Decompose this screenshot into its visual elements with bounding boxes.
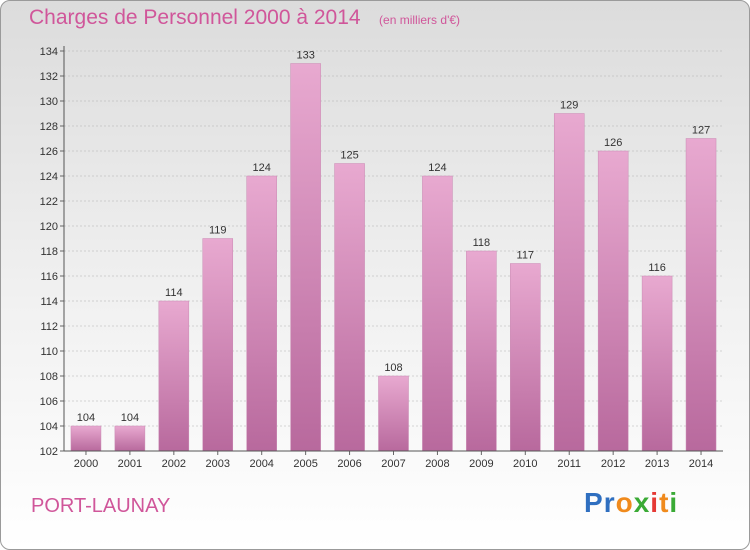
y-tick-label: 130: [40, 96, 58, 108]
y-tick-label: 126: [40, 146, 58, 158]
bar[interactable]: [685, 138, 717, 452]
bar[interactable]: [114, 425, 146, 452]
unit-note: (en milliers d'€): [379, 13, 461, 27]
bars-layer: 104 104 114 119 124 133 125 108 124 118 117 129 126 1…: [70, 50, 717, 452]
logo-letter: i: [650, 487, 660, 518]
bar[interactable]: [510, 263, 541, 452]
chart-title: Charges de Personnel 2000 à 2014 (en mil…: [29, 6, 460, 30]
bar[interactable]: [202, 238, 234, 452]
x-tick-label: 2007: [381, 458, 405, 470]
y-tick-label: 124: [40, 171, 58, 183]
x-tick-label: 2006: [337, 458, 361, 470]
bar[interactable]: [158, 300, 190, 452]
data-label: 133: [296, 50, 314, 62]
logo-letter: i: [669, 487, 679, 518]
commune-name: PORT-LAUNAY: [31, 495, 171, 517]
x-tick-label: 2002: [162, 458, 186, 470]
data-label: 127: [692, 125, 710, 137]
x-tick-label: 2013: [645, 458, 669, 470]
data-label: 124: [253, 162, 271, 174]
proxiti-logo[interactable]: Proxiti: [584, 487, 678, 519]
y-tick-label: 106: [40, 396, 58, 408]
logo-letter: x: [633, 487, 651, 518]
x-tick-label: 2009: [469, 458, 493, 470]
bar[interactable]: [246, 175, 277, 452]
x-tick-label: 2003: [206, 458, 230, 470]
x-axis-labels: 2000 2001 2002 2003 2004 2005 2006 2007 2008 2009…: [74, 451, 713, 470]
logo-letter: t: [659, 487, 670, 518]
logo-letter: r: [603, 487, 616, 518]
data-label: 117: [517, 250, 535, 262]
x-tick-label: 2011: [557, 458, 581, 470]
data-label: 125: [340, 150, 358, 162]
y-axis-labels: 102 104 106 108 110 112 114 116 118 120 122 124 126 1…: [40, 46, 58, 458]
y-tick-label: 134: [40, 46, 58, 58]
y-tick-label: 104: [40, 421, 58, 433]
y-tick-label: 118: [40, 246, 58, 258]
data-label: 124: [428, 162, 446, 174]
x-tick-label: 2004: [249, 458, 273, 470]
data-label: 129: [560, 100, 578, 112]
y-tick-label: 110: [40, 346, 58, 358]
y-tick-label: 132: [40, 71, 58, 83]
x-tick-label: 2014: [689, 458, 713, 470]
bar[interactable]: [70, 425, 102, 452]
x-tick-label: 2001: [118, 458, 142, 470]
data-label: 114: [165, 287, 183, 299]
y-tick-label: 128: [40, 121, 58, 133]
bar[interactable]: [641, 275, 673, 452]
y-tick-label: 122: [40, 196, 58, 208]
data-label: 108: [384, 362, 402, 374]
data-label: 119: [209, 225, 227, 237]
bar[interactable]: [334, 163, 365, 452]
logo-letter: P: [584, 487, 604, 518]
bar[interactable]: [422, 175, 453, 452]
y-tick-label: 114: [40, 296, 58, 308]
y-tick-label: 120: [40, 221, 58, 233]
y-tick-label: 116: [40, 271, 58, 283]
data-label: 126: [604, 137, 622, 149]
y-tick-label: 112: [40, 321, 58, 333]
x-tick-label: 2010: [513, 458, 537, 470]
data-label: 118: [473, 237, 491, 249]
bar[interactable]: [466, 250, 497, 452]
x-tick-label: 2000: [74, 458, 98, 470]
bar[interactable]: [378, 375, 409, 452]
data-label: 116: [648, 262, 666, 274]
data-label: 104: [121, 412, 139, 424]
data-label: 104: [77, 412, 95, 424]
bar[interactable]: [553, 113, 585, 452]
logo-letter: o: [615, 487, 634, 518]
x-tick-label: 2012: [601, 458, 625, 470]
bar[interactable]: [597, 150, 629, 452]
x-tick-label: 2005: [293, 458, 317, 470]
x-tick-label: 2008: [425, 458, 449, 470]
title-text: Charges de Personnel 2000 à 2014: [29, 6, 361, 29]
bar[interactable]: [290, 63, 321, 452]
y-tick-label: 108: [40, 371, 58, 383]
y-tick-label: 102: [40, 446, 58, 458]
